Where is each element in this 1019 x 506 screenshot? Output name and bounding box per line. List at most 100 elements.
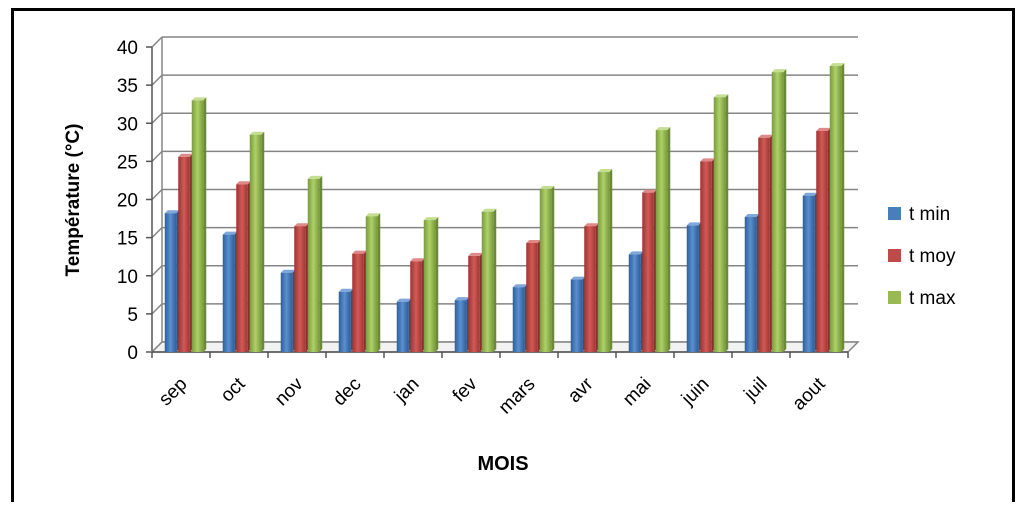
legend: t min t moy t max [888,204,956,309]
bar-t-min-mai [628,254,641,352]
x-tick-label: oct [217,373,250,406]
y-tick-label: 30 [117,114,138,135]
chart-frame [11,8,1015,502]
bar-top [468,252,483,256]
bar-t-min-avr [570,279,583,352]
bar-top [307,175,323,179]
bar-top [294,223,309,227]
bar-top [584,223,599,227]
x-tick-label: fev [449,373,482,406]
bar-side [261,131,265,352]
bar-side [551,185,555,352]
bar-top [191,97,207,101]
bar-t-max-juil [771,72,784,352]
bar-t-moy-jan [410,261,422,352]
bar-t-max-avr [597,172,610,352]
bar-top [642,189,657,193]
bar-top [164,210,180,214]
legend-swatch [888,207,901,220]
x-tick-label: juil [740,374,772,406]
bar-t-moy-aout [816,130,828,352]
bar-top [526,239,541,243]
bar-t-max-mars [539,188,552,352]
x-tick-label: nov [271,373,308,410]
bar-top [178,153,193,157]
bar-top [655,127,671,131]
bar-t-moy-fev [468,255,480,352]
x-tick-label: juin [677,374,713,410]
gridline-diagonal [151,265,163,277]
bar-top [816,127,831,131]
gridline-diagonal [151,227,163,239]
y-tick-label: 35 [117,76,138,97]
x-axis-title: MOIS [477,453,528,475]
gridline-diagonal [151,188,163,201]
bar-top [570,276,586,280]
bar-top [744,214,760,218]
bar-t-min-sep [164,213,177,352]
x-tick-label: dec [329,374,366,411]
bar-t-max-oct [249,134,262,352]
bar-side [493,208,497,352]
y-tick-label: 0 [127,343,138,364]
bar-t-min-nov [280,272,293,352]
bar-top [512,284,528,288]
bar-t-moy-dec [352,253,364,352]
legend-label: t min [909,204,950,225]
bar-side [783,69,787,352]
bar-t-moy-juin [700,161,712,352]
bar-top [771,69,787,73]
bar-top [396,298,412,302]
bar-top [236,181,251,185]
bar-top [423,217,439,221]
bar-t-max-jan [423,220,436,352]
bar-top [628,251,644,255]
bar-top [280,269,296,273]
bar-t-max-dec [365,216,378,352]
bar-t-max-aout [829,66,842,352]
bar-top [829,63,845,67]
legend-swatch [888,249,901,262]
bar-t-min-oct [222,234,235,352]
legend-swatch [888,291,901,304]
bar-t-max-mai [655,130,668,352]
bar-side [203,97,207,352]
bar-t-moy-sep [178,156,190,352]
bar-t-min-fev [454,300,467,352]
bar-side [841,63,845,352]
bar-top [410,258,425,262]
bar-side [725,94,729,352]
gridlines [151,36,858,353]
bar-side [435,217,439,352]
gridline-diagonal [151,150,163,162]
bar-t-moy-mai [642,192,654,352]
bar-t-max-fev [481,211,494,352]
y-tick-label: 20 [117,191,138,212]
gridline-diagonal [151,303,163,315]
bar-top [365,213,381,217]
y-tick-label: 10 [117,267,138,288]
x-tick-label: mai [619,374,656,411]
bar-t-max-sep [191,100,204,352]
x-tick-label: jan [390,374,423,407]
y-tick-label: 5 [127,305,138,326]
bar-top [481,208,497,212]
bar-t-min-juil [744,217,757,352]
x-tick-label: avr [564,373,598,407]
gridline-diagonal [151,112,163,124]
bar-t-min-aout [802,195,815,352]
bar-t-moy-avr [584,226,596,352]
x-tick-label: aout [789,373,831,415]
bar-t-max-juin [713,97,726,352]
bar-top [338,288,354,292]
bar-side [609,169,613,352]
bar-t-moy-mars [526,242,538,352]
bar-top [758,134,773,138]
bar-t-moy-nov [294,226,306,352]
bar-top [713,94,729,98]
x-tick-label: sep [155,374,192,411]
legend-label: t max [909,288,956,309]
y-tick-label: 40 [117,38,138,59]
bar-side [377,213,381,352]
